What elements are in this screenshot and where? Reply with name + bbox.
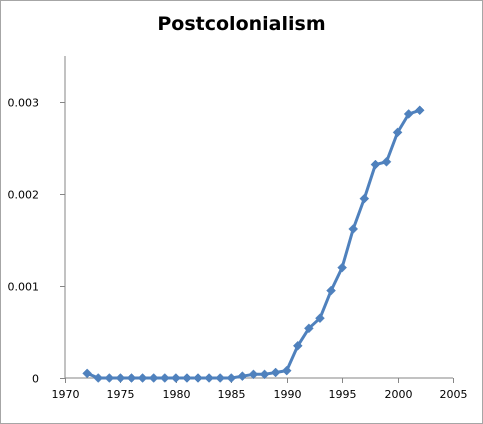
x-tick-label: 1975 bbox=[107, 388, 135, 401]
x-tick-label: 1995 bbox=[329, 388, 357, 401]
data-point-marker bbox=[259, 369, 270, 380]
series-line bbox=[85, 108, 422, 380]
data-point-marker bbox=[414, 105, 425, 116]
y-tick-label: 0.003 bbox=[8, 97, 40, 110]
data-point-marker bbox=[104, 373, 115, 383]
tick-labels: 0 0.001 0.002 0.003 1970 1975 1980 1985 1990 1995… bbox=[8, 97, 468, 402]
data-point-marker bbox=[115, 373, 126, 383]
data-point-marker bbox=[137, 373, 148, 383]
data-point-marker bbox=[359, 193, 370, 204]
data-point-marker bbox=[159, 373, 170, 383]
data-point-marker bbox=[248, 369, 259, 380]
data-point-marker bbox=[148, 373, 159, 383]
data-point-marker bbox=[93, 373, 104, 383]
data-point-marker bbox=[348, 224, 359, 234]
x-tick-label: 1980 bbox=[163, 388, 191, 401]
y-tick-label: 0.001 bbox=[8, 281, 40, 294]
x-tick-label: 1985 bbox=[218, 388, 246, 401]
plot-area bbox=[82, 105, 425, 383]
data-point-marker bbox=[182, 373, 192, 383]
chart-title: Postcolonialism bbox=[157, 13, 326, 35]
data-point-marker bbox=[215, 373, 226, 383]
x-tick-label: 1970 bbox=[52, 388, 80, 401]
data-point-marker bbox=[326, 285, 336, 296]
x-tick-label: 1990 bbox=[274, 388, 302, 401]
data-point-marker bbox=[381, 156, 392, 167]
data-point-marker bbox=[304, 323, 314, 334]
y-tick-label: 0.002 bbox=[8, 189, 40, 202]
data-point-marker bbox=[226, 373, 237, 383]
data-point-marker bbox=[82, 368, 93, 379]
y-tick-label: 0 bbox=[32, 373, 39, 386]
data-point-marker bbox=[204, 373, 214, 383]
data-point-marker bbox=[292, 340, 303, 351]
data-point-marker bbox=[337, 262, 347, 273]
data-point-marker bbox=[315, 313, 325, 324]
data-point-marker bbox=[370, 159, 381, 170]
data-point-marker bbox=[126, 373, 137, 383]
data-point-marker bbox=[193, 373, 203, 383]
data-point-marker bbox=[392, 127, 403, 138]
data-point-marker bbox=[270, 367, 281, 378]
x-tick-label: 2005 bbox=[440, 388, 468, 401]
axes bbox=[60, 56, 454, 383]
x-tick-label: 2000 bbox=[385, 388, 413, 401]
data-point-marker bbox=[237, 371, 248, 382]
data-point-marker bbox=[281, 365, 292, 376]
data-point-marker bbox=[171, 373, 181, 383]
data-point-marker bbox=[403, 109, 414, 119]
